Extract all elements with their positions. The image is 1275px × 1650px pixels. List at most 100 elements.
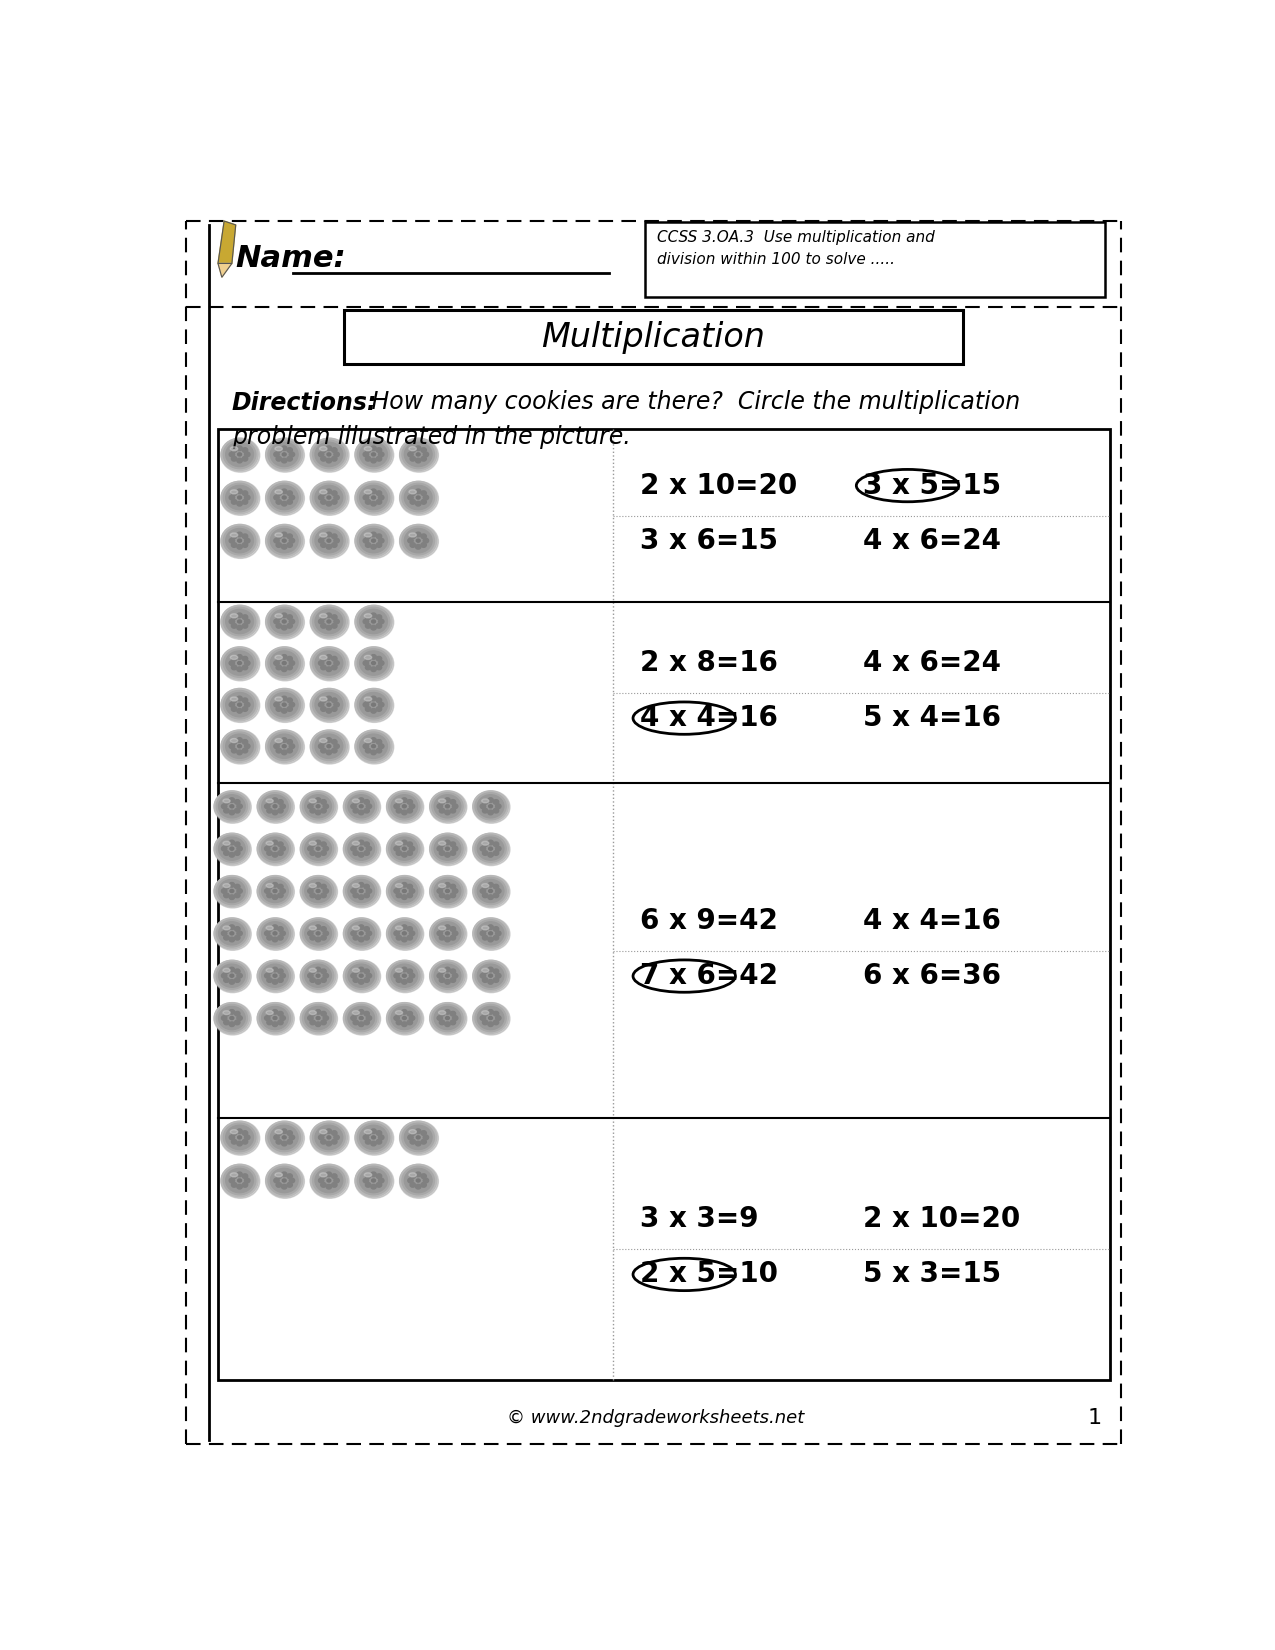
Ellipse shape <box>275 490 282 493</box>
Ellipse shape <box>235 893 240 898</box>
Ellipse shape <box>488 1010 493 1015</box>
Ellipse shape <box>360 609 388 634</box>
Ellipse shape <box>223 441 256 469</box>
Ellipse shape <box>407 808 413 813</box>
Ellipse shape <box>430 790 467 823</box>
Ellipse shape <box>231 1173 237 1176</box>
Ellipse shape <box>237 1016 242 1020</box>
Ellipse shape <box>315 810 321 815</box>
Ellipse shape <box>310 1165 347 1196</box>
Ellipse shape <box>237 446 242 450</box>
Ellipse shape <box>273 937 278 942</box>
Ellipse shape <box>450 1011 455 1016</box>
Ellipse shape <box>371 703 375 706</box>
Ellipse shape <box>237 744 241 747</box>
Ellipse shape <box>360 1168 388 1193</box>
Ellipse shape <box>277 749 282 752</box>
Ellipse shape <box>265 525 305 558</box>
Ellipse shape <box>258 960 295 993</box>
Ellipse shape <box>232 457 237 460</box>
Ellipse shape <box>265 606 302 637</box>
Ellipse shape <box>301 1003 335 1033</box>
Ellipse shape <box>354 525 394 558</box>
Ellipse shape <box>245 1135 250 1140</box>
Ellipse shape <box>323 889 329 893</box>
Ellipse shape <box>217 1005 247 1031</box>
Ellipse shape <box>223 800 230 804</box>
Ellipse shape <box>315 1010 321 1015</box>
Ellipse shape <box>376 1183 381 1188</box>
Ellipse shape <box>432 792 463 820</box>
Ellipse shape <box>321 1140 326 1143</box>
Ellipse shape <box>481 889 486 893</box>
Ellipse shape <box>301 1003 338 1035</box>
Ellipse shape <box>223 799 230 804</box>
Ellipse shape <box>265 931 270 936</box>
Ellipse shape <box>363 1135 368 1140</box>
Ellipse shape <box>221 606 260 639</box>
Ellipse shape <box>363 978 370 982</box>
Ellipse shape <box>363 808 370 813</box>
Ellipse shape <box>268 648 301 676</box>
Ellipse shape <box>273 967 278 972</box>
Ellipse shape <box>394 804 399 808</box>
Ellipse shape <box>358 883 363 888</box>
Ellipse shape <box>411 535 416 538</box>
Ellipse shape <box>242 1140 247 1143</box>
Ellipse shape <box>319 538 324 543</box>
Ellipse shape <box>321 500 326 505</box>
Ellipse shape <box>323 974 329 978</box>
Ellipse shape <box>332 500 337 505</box>
Ellipse shape <box>430 1003 465 1033</box>
Ellipse shape <box>334 703 339 706</box>
Ellipse shape <box>389 919 419 947</box>
Ellipse shape <box>274 452 279 457</box>
Ellipse shape <box>389 962 419 990</box>
Ellipse shape <box>242 739 247 744</box>
Ellipse shape <box>399 525 439 558</box>
Ellipse shape <box>230 840 235 845</box>
Ellipse shape <box>268 483 301 512</box>
Ellipse shape <box>354 439 394 472</box>
Ellipse shape <box>320 739 326 742</box>
Ellipse shape <box>221 439 258 470</box>
Ellipse shape <box>366 931 371 936</box>
Ellipse shape <box>353 927 358 931</box>
Ellipse shape <box>366 749 371 752</box>
Ellipse shape <box>326 1129 332 1134</box>
Ellipse shape <box>354 482 394 515</box>
Ellipse shape <box>435 795 460 818</box>
Ellipse shape <box>320 655 326 660</box>
Ellipse shape <box>411 500 416 505</box>
Ellipse shape <box>371 667 376 672</box>
Ellipse shape <box>230 937 235 942</box>
Ellipse shape <box>277 698 282 703</box>
Ellipse shape <box>482 978 488 982</box>
Ellipse shape <box>221 1122 258 1153</box>
Text: 4 x 4=16: 4 x 4=16 <box>640 705 778 733</box>
Ellipse shape <box>351 804 356 808</box>
Ellipse shape <box>402 1010 407 1015</box>
Ellipse shape <box>402 483 435 512</box>
Ellipse shape <box>223 1020 230 1025</box>
Ellipse shape <box>301 876 335 906</box>
Ellipse shape <box>363 842 370 846</box>
Ellipse shape <box>482 893 488 898</box>
Ellipse shape <box>496 804 501 808</box>
Ellipse shape <box>346 962 377 990</box>
Ellipse shape <box>287 500 292 505</box>
Ellipse shape <box>301 790 335 822</box>
Ellipse shape <box>402 980 407 983</box>
Ellipse shape <box>371 620 375 624</box>
Ellipse shape <box>493 808 499 813</box>
Ellipse shape <box>363 969 370 974</box>
Ellipse shape <box>223 483 256 512</box>
Ellipse shape <box>268 526 301 554</box>
Ellipse shape <box>321 543 326 548</box>
Ellipse shape <box>282 1142 287 1145</box>
Ellipse shape <box>365 533 372 536</box>
Ellipse shape <box>277 535 282 538</box>
Ellipse shape <box>473 833 509 865</box>
Ellipse shape <box>353 851 358 855</box>
Ellipse shape <box>232 739 237 744</box>
